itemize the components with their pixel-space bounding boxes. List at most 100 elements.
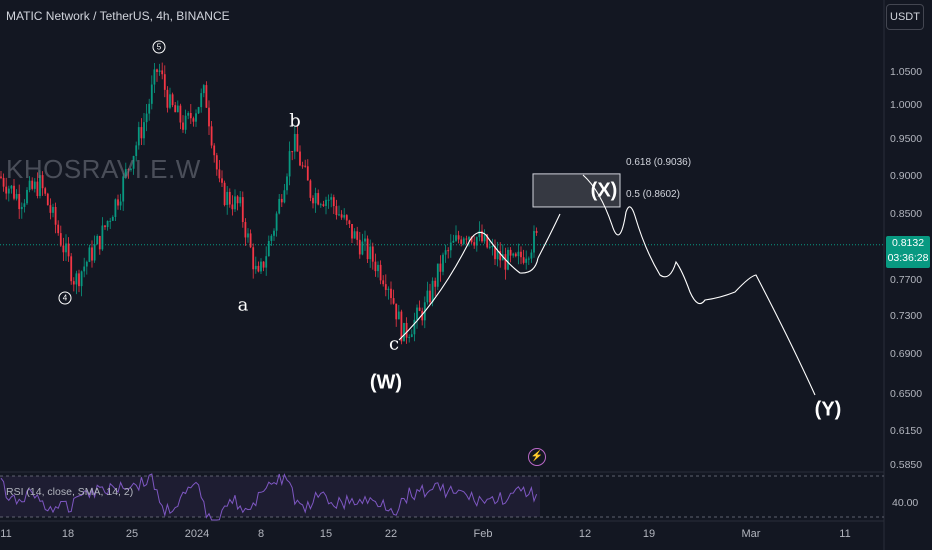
candle-body [522,257,525,263]
candle-body [338,214,340,216]
candle-body [377,264,379,272]
price-tick-label: 0.5850 [890,459,923,471]
candle-body [221,178,223,183]
candle-body [301,165,304,167]
candle-body [65,243,67,253]
candle-body [397,311,400,320]
candle-body [527,258,530,260]
lightning-icon[interactable]: ⚡ [528,448,546,466]
current-price: 0.8132 [891,237,925,249]
candle-body [257,265,260,272]
candle-body [46,193,49,206]
time-tick-label: 15 [319,528,333,540]
candle-body [280,198,283,203]
candle-body [252,247,255,270]
candle-body [517,251,520,257]
time-tick-label: 11 [839,528,851,540]
fib-zone-box [532,173,621,208]
candle-body [325,199,327,206]
candle-body [150,84,153,104]
candle-body [416,307,418,320]
candle-body [57,224,60,234]
candle-body [382,280,385,285]
currency-button[interactable]: USDT [886,4,924,30]
candle-body [444,250,447,255]
time-tick-label: 2024 [184,528,210,540]
candle-body [309,180,312,198]
candle-body [390,288,392,299]
time-tick-label: 19 [642,528,656,540]
wave-c-to-x-curve [398,231,539,341]
candle-body [143,122,145,139]
candle-body [408,336,411,338]
candle-body [140,127,143,139]
price-tick-label: 0.9500 [890,133,923,146]
candle-body [260,261,262,272]
candle-body [114,199,117,217]
candle-body [291,151,294,153]
candle-body [20,206,23,210]
candle-body [275,213,278,231]
candle-body [520,251,522,258]
candle-body [106,220,109,228]
candle-body [226,191,229,205]
candle-body [213,145,216,156]
price-tick-label: 0.6150 [890,425,923,438]
candle-body [465,238,468,240]
candle-body [299,151,301,166]
candle-body [169,94,171,108]
candle-body [330,197,333,200]
candle-body [31,180,34,189]
candle-body [195,113,197,122]
wave-projection-start [537,213,561,259]
candle-body [470,236,473,243]
candle-body [210,126,213,146]
candle-body [262,261,265,268]
candle-body [117,199,119,206]
candle-body [83,266,86,272]
candle-body [171,94,174,106]
candle-body [249,233,252,248]
candle-body [431,280,434,303]
candle-body [158,70,161,72]
candle-body [228,191,231,205]
candle-body [174,105,177,113]
candle-body [148,103,151,114]
fib-level-upper: 0.618 (0.9036) [626,157,692,168]
candle-body [67,243,70,257]
candle-body [153,69,156,85]
candle-body [163,74,166,90]
candle-body [104,225,106,228]
candle-body [462,238,465,244]
candle-body [369,246,372,260]
time-tick-label: 11 [0,528,12,540]
candle-body [468,236,470,240]
time-tick-label: 25 [125,528,139,540]
candle-body [512,253,515,256]
candle-body [15,194,18,199]
wave-label-c: c [388,333,400,355]
candle-body [2,177,5,187]
candle-body [28,180,31,190]
candle-body [413,319,416,335]
candle-body [353,231,356,239]
candle-body [132,155,135,169]
price-tick-label: 0.6500 [890,388,923,401]
candle-body [182,122,184,130]
candle-body [26,189,28,204]
candle-body [343,215,346,218]
candle-body [197,107,200,114]
current-price-tag: 0.8132 03:36:28 [886,236,930,268]
price-tick-label: 0.7300 [890,310,923,323]
watermark: KHOSRAVI.E.W [6,154,201,184]
candle-body [439,263,442,272]
candle-body [161,70,164,75]
candle-body [400,311,403,342]
wave-label-4: 4 [58,291,72,305]
price-tick-label: 1.0500 [890,66,923,78]
candle-body [455,235,457,241]
candle-body [156,69,158,72]
candle-body [202,85,205,94]
candle-body [296,133,299,152]
